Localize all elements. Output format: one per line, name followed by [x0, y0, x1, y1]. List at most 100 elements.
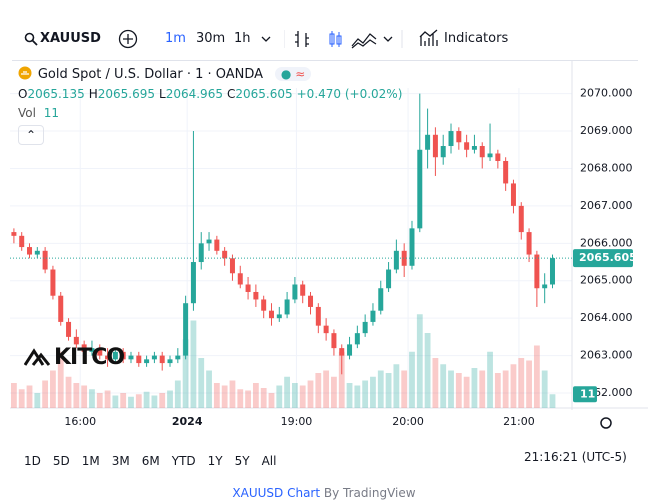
volume-bar — [245, 390, 251, 408]
volume-bar — [362, 380, 369, 408]
candle-body — [370, 310, 376, 322]
volume-bar — [252, 383, 259, 408]
volume-bar — [354, 385, 361, 408]
ohlc-row: O2065.135 H2065.695 L2064.965 C2065.605 +0.4… — [18, 87, 402, 101]
watermark: KITCO — [23, 345, 125, 370]
candle-body — [253, 291, 259, 300]
range-button[interactable]: 1Y — [207, 454, 223, 468]
candle-body — [284, 299, 290, 315]
volume-bar — [143, 391, 150, 408]
candle-body — [261, 299, 267, 311]
candle-body — [42, 250, 48, 270]
y-tick-label: 2069.000 — [580, 124, 633, 137]
candle-body — [308, 295, 314, 307]
volume-bar — [128, 396, 134, 408]
ohlc-label: C — [226, 87, 236, 101]
volume-bar — [104, 390, 111, 408]
candle-body — [549, 258, 555, 285]
candle-body — [19, 235, 25, 248]
y-tick-label: 2068.000 — [580, 161, 633, 174]
volume-bar — [502, 370, 509, 408]
volume-bar — [268, 393, 275, 408]
candle-body — [409, 228, 415, 266]
volume-bar — [549, 394, 556, 408]
candle-body — [432, 134, 438, 158]
candle-body — [354, 333, 360, 345]
volume-bar — [182, 339, 189, 408]
candle-body — [245, 284, 251, 292]
candle-body — [198, 243, 204, 263]
volume-bar — [494, 373, 501, 408]
volume-bar — [487, 351, 493, 408]
candle-body — [66, 321, 72, 337]
range-button[interactable]: 6M — [141, 454, 160, 468]
kitco-icon — [23, 348, 51, 366]
volume-bar — [377, 370, 384, 408]
volume-bar — [42, 380, 49, 408]
candle-body — [58, 295, 64, 322]
interval[interactable]: 30m — [196, 31, 226, 46]
indicators[interactable]: Indicators — [444, 31, 509, 46]
volume-bar — [385, 373, 392, 408]
volume-bar — [96, 393, 103, 408]
search-icon[interactable] — [24, 32, 38, 46]
candle-body — [183, 303, 189, 356]
volume-bar — [276, 385, 283, 408]
add-symbol[interactable] — [118, 29, 138, 49]
symbol[interactable]: XAUUSD — [40, 31, 101, 46]
candle-body — [526, 232, 532, 255]
candle-body — [315, 306, 321, 326]
candle-body — [518, 205, 524, 233]
range-button[interactable]: 5Y — [234, 454, 250, 468]
candle-body — [268, 310, 274, 319]
candle-body — [120, 351, 126, 360]
last-price-box — [573, 249, 633, 268]
candle-body — [105, 355, 111, 360]
interval[interactable]: 1m — [165, 31, 186, 46]
chart-type-icons[interactable] — [284, 26, 404, 52]
volume-bar — [73, 383, 80, 408]
settings-icon[interactable] — [600, 417, 612, 429]
volume-bar — [440, 364, 447, 408]
range-button[interactable]: 5D — [52, 454, 70, 468]
y-tick-label: 2064.000 — [580, 311, 633, 324]
candle-body — [81, 344, 87, 352]
volume-label: Vol — [18, 106, 36, 120]
footer-link[interactable]: XAUUSD Chart — [232, 486, 321, 500]
range-button[interactable]: YTD — [171, 454, 196, 468]
range-button[interactable]: All — [261, 454, 277, 468]
candle-body — [11, 232, 17, 236]
x-tick-label: 21:00 — [503, 415, 535, 428]
collapse-button[interactable]: ⌃ — [18, 125, 44, 145]
ohlc-change: +0.470 (+0.02%) — [296, 87, 403, 101]
range-button[interactable]: 1D — [24, 454, 41, 468]
volume-bar — [18, 389, 25, 408]
x-tick-label: 20:00 — [392, 415, 424, 428]
candle-body — [471, 146, 477, 150]
status-badge: ● ≈ — [274, 67, 312, 81]
volume-bar — [135, 394, 142, 408]
ohlc-value: 2065.135 — [27, 87, 85, 101]
indicators-icon[interactable] — [419, 28, 439, 48]
volume-bar — [50, 370, 56, 408]
volume-bar — [89, 389, 95, 408]
x-tick-label: 16:00 — [64, 415, 96, 428]
candle-body — [175, 355, 181, 360]
candle-body — [128, 355, 134, 360]
volume-bar — [471, 368, 478, 408]
volume-bar — [315, 373, 322, 408]
candle-body — [347, 344, 353, 356]
volume-bar — [151, 395, 158, 408]
range-button[interactable]: 3M — [111, 454, 130, 468]
volume-bar — [260, 388, 267, 408]
dropdown[interactable] — [260, 34, 272, 44]
volume-bar — [112, 395, 119, 408]
volume-bar — [159, 393, 166, 408]
volume-bar — [370, 376, 376, 408]
candle-body — [237, 273, 243, 285]
ohlc-label: H — [88, 87, 98, 101]
candle-body — [393, 250, 399, 270]
interval[interactable]: 1h — [234, 31, 251, 46]
volume-bar — [463, 376, 470, 408]
range-button[interactable]: 1M — [81, 454, 100, 468]
